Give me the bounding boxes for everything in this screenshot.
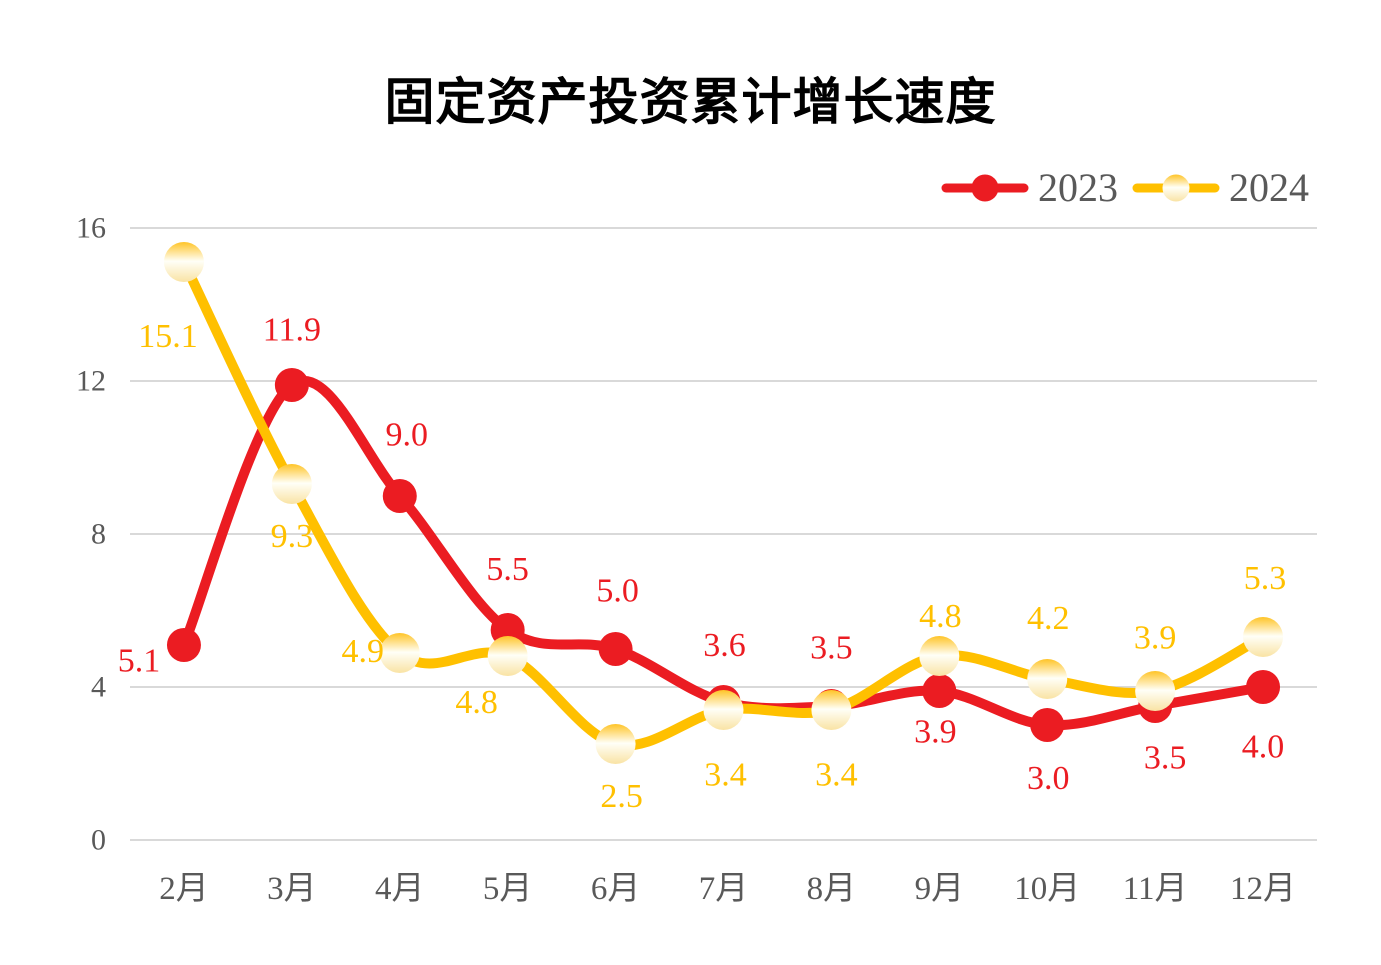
data-point-marker-2023-6月: [598, 632, 633, 666]
x-axis-tick-label: 7月: [699, 871, 749, 907]
chart-title: 固定资产投资累计增长速度: [384, 74, 997, 130]
x-axis-tick-label: 12月: [1230, 871, 1296, 907]
data-label-2023-7月: 3.6: [703, 627, 746, 664]
x-axis-tick-label: 6月: [591, 871, 641, 907]
data-point-marker-2023-12月: [1246, 670, 1281, 704]
x-axis-tick-label: 11月: [1123, 871, 1188, 907]
data-label-2023-8月: 3.5: [810, 630, 853, 667]
data-point-marker-2024-8月: [811, 690, 852, 730]
legend: 2023 2024: [941, 168, 1309, 208]
data-label-2023-6月: 5.0: [596, 572, 639, 609]
legend-line-marker-2023-icon: [941, 173, 1029, 203]
x-axis-tick-label: 9月: [915, 871, 965, 907]
x-axis-tick-label: 8月: [807, 871, 857, 907]
data-label-2023-9月: 3.9: [914, 713, 957, 750]
data-point-marker-2024-12月: [1243, 617, 1284, 657]
x-axis-tick-label: 4月: [375, 871, 425, 907]
series-line-2023: [178, 376, 1269, 731]
y-axis-tick-label: 0: [91, 824, 106, 857]
data-point-marker-2023-4月: [382, 479, 417, 513]
x-axis-tick-label: 2月: [159, 871, 209, 907]
data-label-2023-4月: 9.0: [386, 416, 429, 453]
data-label-2024-7月: 3.4: [704, 756, 747, 793]
data-point-marker-2024-6月: [595, 724, 636, 764]
data-label-2024-5月: 4.8: [455, 684, 498, 721]
data-label-2024-9月: 4.8: [919, 598, 962, 635]
y-axis-tick-label: 16: [76, 212, 106, 245]
legend-item-2023[interactable]: 2023: [941, 168, 1118, 208]
y-axis-tick-label: 8: [91, 518, 106, 551]
data-label-2023-11月: 3.5: [1144, 740, 1187, 777]
legend-label-2024: 2024: [1229, 165, 1309, 210]
x-axis-tick-label: 3月: [267, 871, 317, 907]
x-axis-tick-label: 5月: [483, 871, 533, 907]
data-label-2024-10月: 4.2: [1027, 600, 1070, 637]
data-label-2024-12月: 5.3: [1244, 560, 1287, 597]
data-label-2024-2月: 15.1: [138, 318, 198, 355]
data-point-marker-2023-3月: [274, 368, 309, 402]
data-label-2023-3月: 11.9: [263, 311, 321, 348]
data-label-2024-6月: 2.5: [600, 778, 643, 815]
data-point-marker-2024-4月: [379, 633, 420, 673]
data-point-marker-2024-2月: [163, 242, 204, 282]
data-label-2024-8月: 3.4: [815, 756, 858, 793]
data-point-marker-2023-9月: [922, 674, 957, 708]
y-axis-tick-label: 4: [91, 671, 106, 704]
series-line-2024: [178, 257, 1269, 751]
data-label-2023-10月: 3.0: [1027, 760, 1070, 797]
y-axis-tick-label: 12: [76, 365, 106, 398]
data-label-2023-5月: 5.5: [486, 551, 529, 588]
data-label-2024-11月: 3.9: [1134, 619, 1177, 656]
data-label-2023-2月: 5.1: [118, 642, 161, 679]
data-label-2024-4月: 4.9: [342, 633, 385, 670]
data-point-marker-2024-3月: [271, 464, 312, 504]
legend-line-marker-2024-icon: [1132, 173, 1220, 203]
legend-label-2023: 2023: [1038, 165, 1118, 210]
data-point-marker-2024-10月: [1027, 659, 1068, 699]
x-axis-tick-label: 10月: [1014, 871, 1080, 907]
data-point-marker-2024-7月: [703, 690, 744, 730]
data-label-2024-3月: 9.3: [271, 518, 314, 555]
data-point-marker-2024-11月: [1135, 671, 1176, 711]
data-point-marker-2024-5月: [487, 636, 528, 676]
data-point-marker-2023-2月: [166, 628, 201, 662]
data-point-marker-2024-9月: [919, 636, 960, 676]
legend-item-2024[interactable]: 2024: [1132, 168, 1309, 208]
data-point-marker-2023-10月: [1030, 708, 1065, 742]
data-label-2023-12月: 4.0: [1242, 729, 1285, 766]
